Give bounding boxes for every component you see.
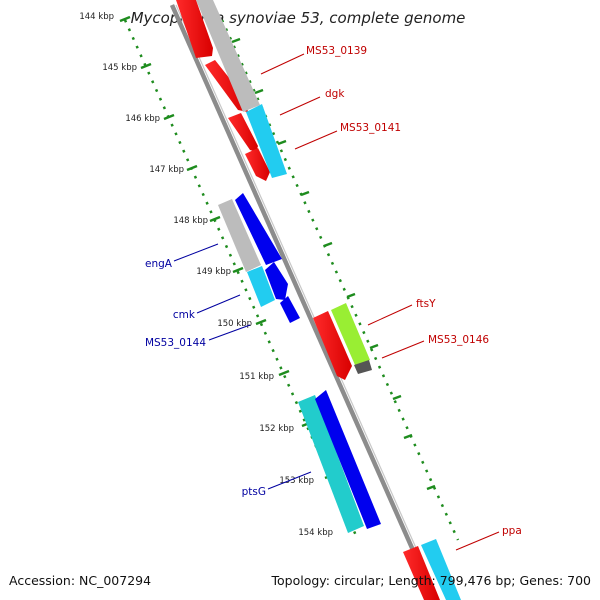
ruler-label-152: 152 kbp	[259, 424, 294, 434]
ruler-tick-151: 151 kbp	[239, 369, 290, 382]
label-ms53-0144[interactable]: MS53_0144	[145, 337, 206, 349]
gene-teal-ptsg[interactable]	[298, 395, 364, 533]
gene-red-ppa-partner[interactable]	[403, 546, 440, 600]
leader-ppa	[455, 531, 500, 551]
gene-group-mid[interactable]	[218, 193, 300, 323]
ruler-tick-146: 146 kbp	[125, 113, 175, 124]
gene-group-ftsy[interactable]	[313, 303, 372, 380]
summary-footer: Topology: circular; Length: 799,476 bp; …	[271, 573, 592, 588]
outer-ruler-ticks	[231, 37, 436, 491]
label-leaders	[173, 53, 500, 551]
leader-cmk	[196, 294, 241, 314]
ruler-label-151: 151 kbp	[239, 372, 274, 382]
gene-blue-ptsg-neighbor[interactable]	[315, 390, 381, 529]
ruler-tick-144: 144 kbp	[79, 12, 131, 23]
leader-ms53-0139	[260, 53, 305, 75]
label-ms53-0139[interactable]: MS53_0139	[306, 45, 367, 57]
ruler-label-147: 147 kbp	[149, 165, 184, 175]
leader-ms53-0144	[208, 324, 251, 341]
gene-gray-ms53-0139[interactable]	[196, 0, 260, 112]
gene-red-2[interactable]	[205, 60, 248, 112]
gene-gray-enga[interactable]	[218, 199, 261, 272]
gene-labels: MS53_0139 dgk MS53_0141 ftsY MS53_0146 p…	[145, 45, 522, 537]
label-ftsy[interactable]: ftsY	[416, 298, 436, 310]
ruler-label-145: 145 kbp	[102, 63, 137, 73]
label-ppa[interactable]: ppa	[502, 525, 522, 537]
gene-group-ppa[interactable]	[403, 539, 461, 600]
gene-lightblue-cmk[interactable]	[247, 266, 275, 307]
ruler-label-150: 150 kbp	[217, 319, 252, 329]
gene-group-top-red[interactable]	[176, 0, 270, 181]
gene-group-ptsg[interactable]	[298, 390, 381, 533]
ruler-tick-145: 145 kbp	[102, 62, 152, 73]
leader-enga	[173, 243, 219, 262]
leader-ftsy	[367, 304, 413, 326]
gene-lime-ftsy[interactable]	[331, 303, 370, 365]
gene-group-top-colored[interactable]	[196, 0, 287, 178]
gene-teal-ppa[interactable]	[421, 539, 461, 600]
ruler-tick-150: 150 kbp	[217, 318, 267, 329]
label-dgk[interactable]: dgk	[325, 88, 345, 100]
gene-lightblue-dgk[interactable]	[246, 104, 287, 178]
genome-backbone-highlight	[175, 4, 440, 600]
ruler-label-149: 149 kbp	[196, 267, 231, 277]
gene-red-1[interactable]	[176, 0, 213, 58]
leader-ptsg	[267, 471, 312, 490]
gene-red-4[interactable]	[245, 148, 270, 181]
label-ptsg[interactable]: ptsG	[242, 486, 266, 498]
ruler-label-148: 148 kbp	[173, 216, 208, 226]
gene-blue-3[interactable]	[280, 296, 300, 323]
label-ms53-0146[interactable]: MS53_0146	[428, 334, 489, 346]
ruler-tick-149: 149 kbp	[196, 266, 244, 277]
leader-dgk	[279, 96, 321, 116]
label-enga[interactable]: engA	[145, 258, 173, 270]
ruler-label-154: 154 kbp	[298, 528, 333, 538]
ruler: 144 kbp 145 kbp 146 kbp 147 kbp 148 kbp …	[79, 12, 359, 538]
leader-ms53-0146	[381, 340, 425, 359]
ruler-tick-147: 147 kbp	[149, 164, 198, 175]
ruler-tick-152: 152 kbp	[259, 420, 313, 434]
gene-darkgray-ms53-0146[interactable]	[354, 360, 372, 374]
gene-red-3[interactable]	[228, 113, 258, 152]
gene-blue-2[interactable]	[265, 262, 288, 300]
label-ms53-0141[interactable]: MS53_0141	[340, 122, 401, 134]
ruler-label-144: 144 kbp	[79, 12, 114, 22]
accession-footer: Accession: NC_007294	[9, 573, 152, 588]
label-cmk[interactable]: cmk	[173, 309, 196, 321]
ruler-label-146: 146 kbp	[125, 114, 160, 124]
leader-ms53-0141	[294, 130, 338, 150]
ruler-tick-148: 148 kbp	[173, 215, 221, 226]
gene-blue-1[interactable]	[235, 193, 282, 265]
gene-red-ftsy-partner[interactable]	[313, 311, 352, 380]
ruler-label-153: 153 kbp	[279, 476, 314, 486]
genome-backbone	[169, 4, 438, 600]
